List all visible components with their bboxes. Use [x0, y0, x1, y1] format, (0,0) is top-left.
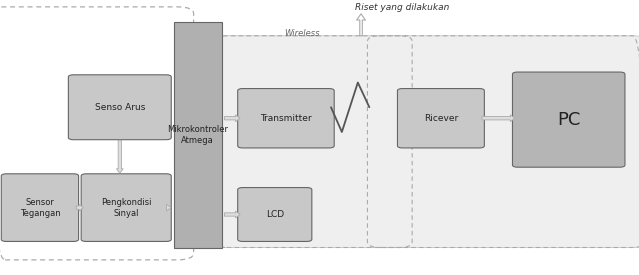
Text: Ricever: Ricever — [424, 114, 458, 123]
Text: Mikrokontroler
Atmega: Mikrokontroler Atmega — [167, 125, 228, 145]
Text: Sensor
Tegangan: Sensor Tegangan — [20, 197, 60, 218]
FancyBboxPatch shape — [214, 36, 639, 248]
Text: Senso Arus: Senso Arus — [95, 103, 145, 112]
FancyBboxPatch shape — [512, 72, 625, 167]
Text: Riset yang dilakukan: Riset yang dilakukan — [355, 3, 450, 12]
Text: PC: PC — [557, 111, 580, 129]
FancyBboxPatch shape — [238, 188, 312, 241]
FancyBboxPatch shape — [81, 174, 171, 241]
FancyBboxPatch shape — [238, 89, 334, 148]
Text: Transmitter: Transmitter — [260, 114, 312, 123]
FancyBboxPatch shape — [397, 89, 484, 148]
FancyBboxPatch shape — [1, 174, 79, 241]
FancyBboxPatch shape — [68, 75, 171, 140]
Text: Pengkondisi
Sinyal: Pengkondisi Sinyal — [101, 197, 151, 218]
Text: LCD: LCD — [266, 210, 284, 219]
FancyBboxPatch shape — [174, 22, 222, 248]
Text: Wireless: Wireless — [284, 29, 320, 37]
